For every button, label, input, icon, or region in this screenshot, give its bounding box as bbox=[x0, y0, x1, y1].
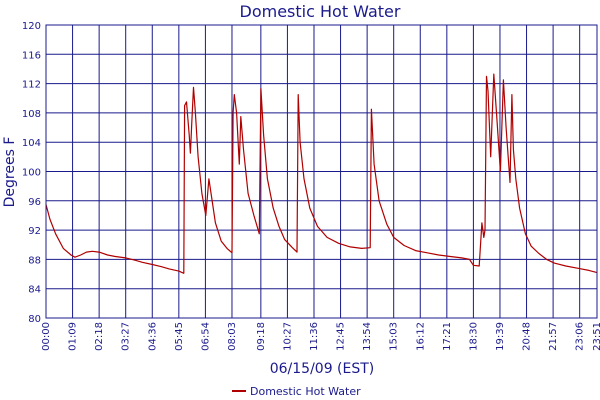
x-tick-label: 12:45 bbox=[336, 322, 347, 351]
x-tick-label: 10:27 bbox=[282, 322, 293, 351]
x-tick-label: 01:09 bbox=[68, 322, 79, 351]
y-axis-label: Degrees F bbox=[2, 137, 18, 208]
legend-label: Domestic Hot Water bbox=[250, 385, 361, 398]
x-tick-label: 17:21 bbox=[442, 322, 453, 351]
x-tick-label: 08:03 bbox=[227, 322, 238, 351]
x-axis-label: 06/15/09 (EST) bbox=[270, 361, 375, 377]
x-axis-ticks: 00:00 01:09 02:18 03:27 04:36 05:45 06:54 08:03… bbox=[41, 322, 600, 351]
x-tick-label: 11:36 bbox=[309, 322, 320, 351]
x-tick-label: 04:36 bbox=[147, 322, 158, 351]
y-tick-label: 96 bbox=[28, 197, 41, 208]
y-tick-label: 88 bbox=[28, 255, 41, 266]
y-tick-label: 100 bbox=[22, 168, 41, 179]
x-tick-label: 03:27 bbox=[121, 322, 132, 351]
x-tick-label: 18:30 bbox=[468, 322, 479, 351]
x-tick-label: 19:39 bbox=[495, 322, 506, 351]
series-line-domestic-hot-water bbox=[45, 73, 598, 274]
x-tick-label: 20:48 bbox=[522, 322, 533, 351]
y-tick-label: 112 bbox=[22, 80, 41, 91]
x-tick-label: 15:03 bbox=[389, 322, 400, 351]
y-tick-label: 80 bbox=[28, 314, 41, 325]
x-tick-label: 23:06 bbox=[575, 322, 586, 351]
plot-frame bbox=[45, 24, 598, 319]
x-tick-label: 16:12 bbox=[415, 322, 426, 351]
x-tick-label: 05:45 bbox=[174, 322, 185, 351]
legend: Domestic Hot Water bbox=[232, 385, 361, 398]
x-tick-label: 21:57 bbox=[548, 322, 559, 351]
y-tick-label: 84 bbox=[28, 285, 41, 296]
y-tick-label: 116 bbox=[22, 50, 41, 61]
y-axis-ticks: 80 84 88 92 96 100 104 108 112 116 120 bbox=[22, 21, 41, 325]
grid-lines bbox=[45, 24, 598, 319]
chart-title: Domestic Hot Water bbox=[240, 2, 401, 21]
x-tick-label: 23:51 bbox=[592, 322, 600, 351]
x-tick-label: 00:00 bbox=[41, 322, 52, 351]
y-tick-label: 108 bbox=[22, 109, 41, 120]
x-tick-label: 13:54 bbox=[362, 322, 373, 351]
x-tick-label: 02:18 bbox=[94, 322, 105, 351]
series-layer bbox=[45, 73, 598, 274]
y-tick-label: 104 bbox=[22, 138, 41, 149]
x-tick-label: 06:54 bbox=[200, 322, 211, 351]
y-tick-label: 92 bbox=[28, 226, 41, 237]
y-tick-label: 120 bbox=[22, 21, 41, 32]
x-tick-label: 09:18 bbox=[256, 322, 267, 351]
